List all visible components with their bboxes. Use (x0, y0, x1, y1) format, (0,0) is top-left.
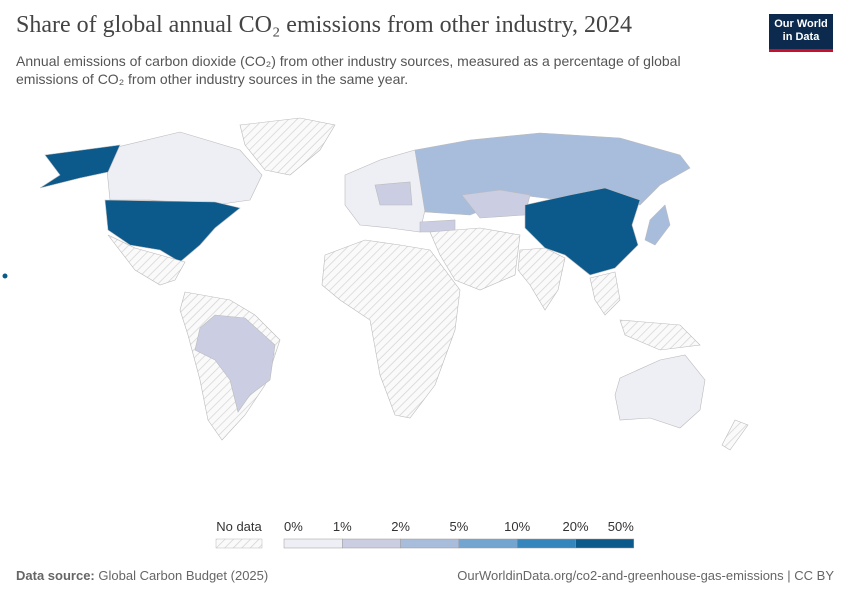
legend-label: 5% (450, 519, 469, 534)
logo-line: Our World (774, 18, 828, 30)
legend-swatch (283, 538, 343, 549)
source: Data source: Global Carbon Budget (2025) (16, 568, 268, 583)
legend-swatch (458, 538, 518, 549)
legend-swatch (575, 538, 635, 549)
countries (2, 117, 749, 451)
canada[interactable] (104, 131, 263, 206)
legend-label: 10% (504, 519, 530, 534)
middle-east[interactable] (429, 227, 521, 291)
legend-label: 20% (562, 519, 588, 534)
legend-swatch (400, 538, 460, 549)
japan[interactable] (644, 204, 671, 246)
new-zealand[interactable] (721, 419, 749, 451)
url[interactable]: OurWorldinData.org/co2-and-greenhouse-ga… (457, 568, 834, 583)
logo[interactable]: Our World in Data (769, 14, 833, 52)
se-asia[interactable] (589, 271, 701, 351)
source-label: Data source: (16, 568, 95, 583)
brazil[interactable] (194, 314, 276, 413)
legend-label: 0% (284, 519, 303, 534)
legend-no-data-label: No data (216, 519, 262, 534)
alaska[interactable] (39, 144, 121, 189)
logo-line: in Data (782, 31, 820, 43)
legend-label: 2% (391, 519, 410, 534)
africa[interactable] (321, 239, 461, 419)
india[interactable] (517, 247, 566, 311)
title: Share of global annual CO₂ emissions fro… (16, 12, 633, 38)
legend-swatch (342, 538, 401, 549)
hawaii[interactable] (2, 273, 8, 279)
subtitle-line: Annual emissions of carbon dioxide (CO₂)… (16, 53, 681, 69)
legend-no-data-swatch[interactable] (215, 538, 263, 549)
legend-swatch (516, 538, 576, 549)
subtitle-line: emissions of CO₂ from other industry sou… (16, 71, 409, 87)
greenland[interactable] (239, 117, 336, 176)
china[interactable] (524, 187, 641, 276)
legend-label: 50% (608, 519, 634, 534)
mexico[interactable] (107, 234, 186, 286)
australia[interactable] (614, 354, 706, 429)
central-europe[interactable] (374, 181, 413, 206)
legend: No data 0% 1% 2% 5% 10% 20% 50% (215, 519, 635, 549)
legend-label: 1% (333, 519, 352, 534)
subtitle: Annual emissions of carbon dioxide (CO₂)… (16, 52, 681, 88)
usa[interactable] (104, 199, 241, 263)
source-text: Global Carbon Budget (2025) (98, 568, 269, 583)
